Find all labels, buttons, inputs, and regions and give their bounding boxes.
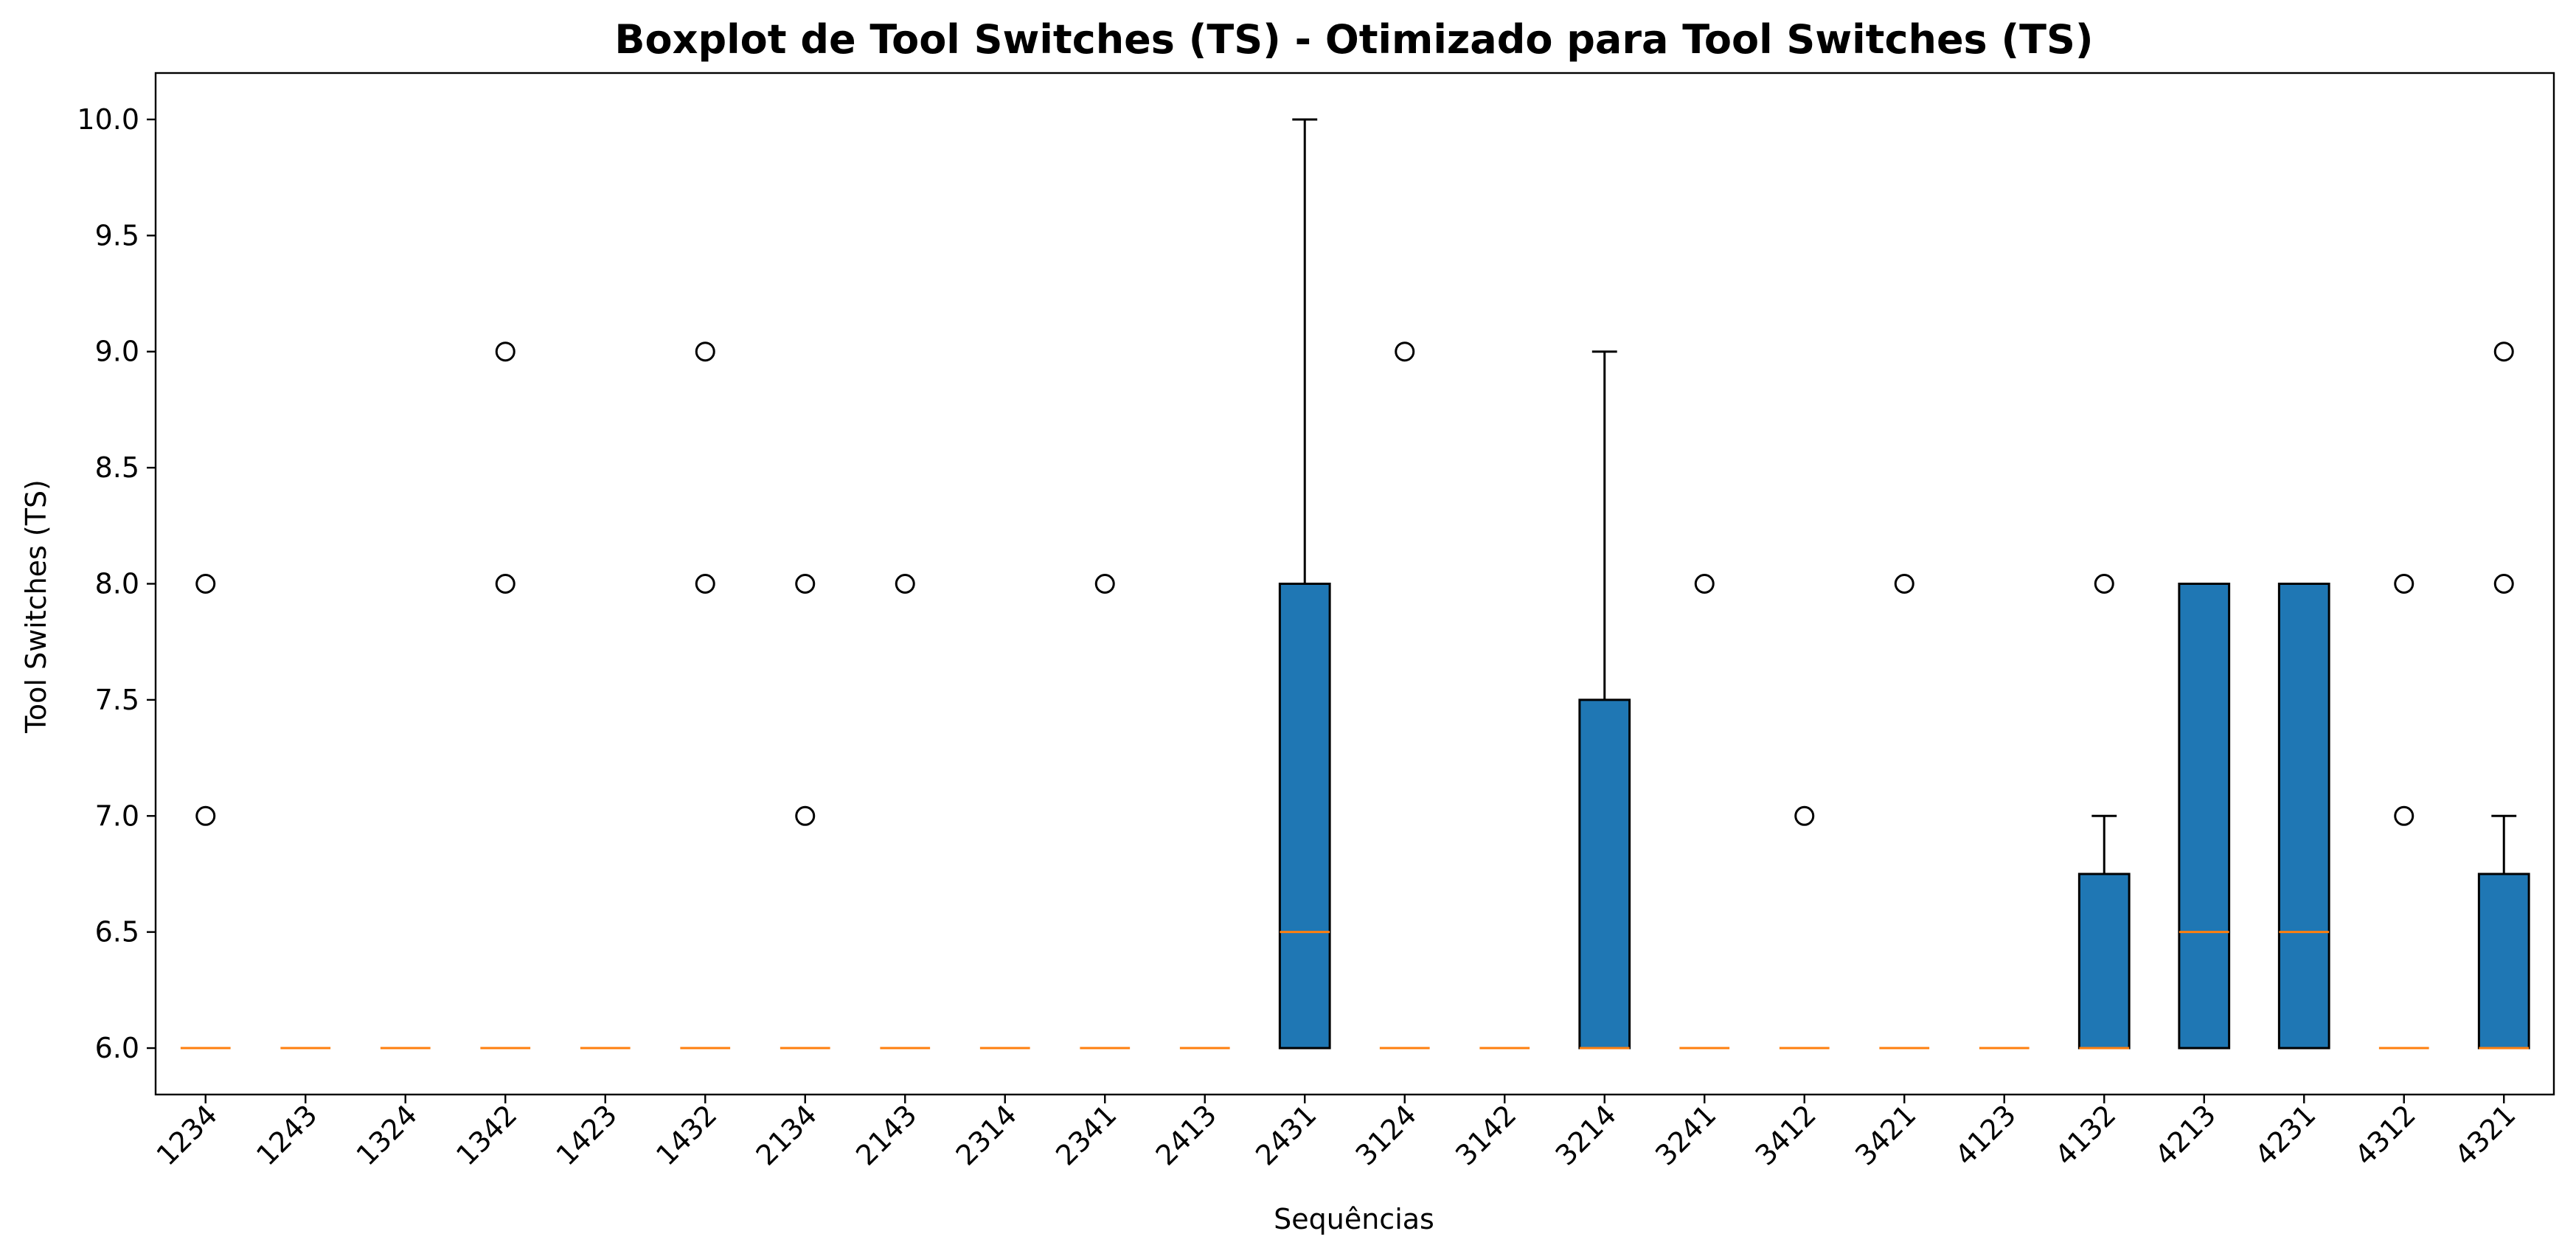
outlier-point [695,341,715,362]
outlier-point [2493,574,2514,594]
y-tick-label: 8.5 [95,451,139,484]
y-tick-label: 7.0 [95,800,139,832]
outlier-point [2094,574,2114,594]
x-tick-label: 2314 [950,1098,1024,1172]
outlier-point [1794,805,1815,826]
y-tick-label: 9.0 [95,336,139,368]
outlier-point [195,805,216,826]
outlier-point [495,574,515,594]
x-tick-label: 3412 [1749,1098,1823,1172]
outlier-point [1395,341,1415,362]
box-body [2178,583,2231,1050]
x-tick-label: 3421 [1849,1098,1923,1172]
box-body [2477,873,2530,1050]
x-tick-label: 3142 [1449,1098,1523,1172]
x-tick-label: 4321 [2448,1098,2522,1172]
outlier-point [2394,805,2414,826]
y-axis-label: Tool Switches (TS) [20,479,52,734]
x-tick-label: 1432 [650,1098,723,1172]
outlier-point [495,341,515,362]
x-tick-label: 1243 [250,1098,324,1172]
x-tick-label: 1423 [550,1098,624,1172]
outlier-point [895,574,915,594]
x-tick-label: 1324 [350,1098,424,1172]
y-tick-label: 6.5 [95,916,139,948]
y-tick-label: 7.5 [95,684,139,716]
x-tick-label: 2341 [1049,1098,1123,1172]
x-tick-label: 4231 [2249,1098,2322,1172]
outlier-point [695,574,715,594]
x-tick-label: 1342 [450,1098,524,1172]
outlier-point [1694,574,1715,594]
y-tick-label: 6.0 [95,1032,139,1064]
outlier-point [2394,574,2414,594]
x-tick-label: 3124 [1350,1098,1423,1172]
y-tick-label: 10.0 [77,103,139,136]
x-axis-label: Sequências [1274,1203,1434,1235]
y-tick-label: 8.0 [95,568,139,600]
outlier-point [2493,341,2514,362]
box-body [2277,583,2330,1050]
x-tick-label: 4132 [2049,1098,2122,1172]
outlier-point [795,574,816,594]
x-tick-label: 4213 [2149,1098,2223,1172]
x-tick-label: 3241 [1649,1098,1723,1172]
x-tick-label: 2134 [750,1098,824,1172]
outlier-point [195,574,216,594]
x-tick-label: 2143 [850,1098,923,1172]
x-tick-label: 4123 [1949,1098,2023,1172]
x-tick-label: 4312 [2349,1098,2423,1172]
outlier-point [1094,574,1115,594]
box-body [2077,873,2131,1050]
plot-area: 6.0 6.5 7.0 7.5 8.0 8.5 9.0 9.5 10.0 1234 1243 1324… [77,72,2555,1172]
chart-title: Boxplot de Tool Switches (TS) - Otimizad… [614,16,2093,63]
outlier-point [1894,574,1914,594]
x-tick-label: 2431 [1249,1098,1323,1172]
y-tick-label: 9.5 [95,219,139,252]
box-body [1278,583,1331,1050]
box-body [1578,698,1631,1050]
x-tick-label: 1234 [150,1098,224,1172]
x-tick-label: 2413 [1150,1098,1223,1172]
outlier-point [795,805,816,826]
x-tick-label: 3214 [1549,1098,1623,1172]
